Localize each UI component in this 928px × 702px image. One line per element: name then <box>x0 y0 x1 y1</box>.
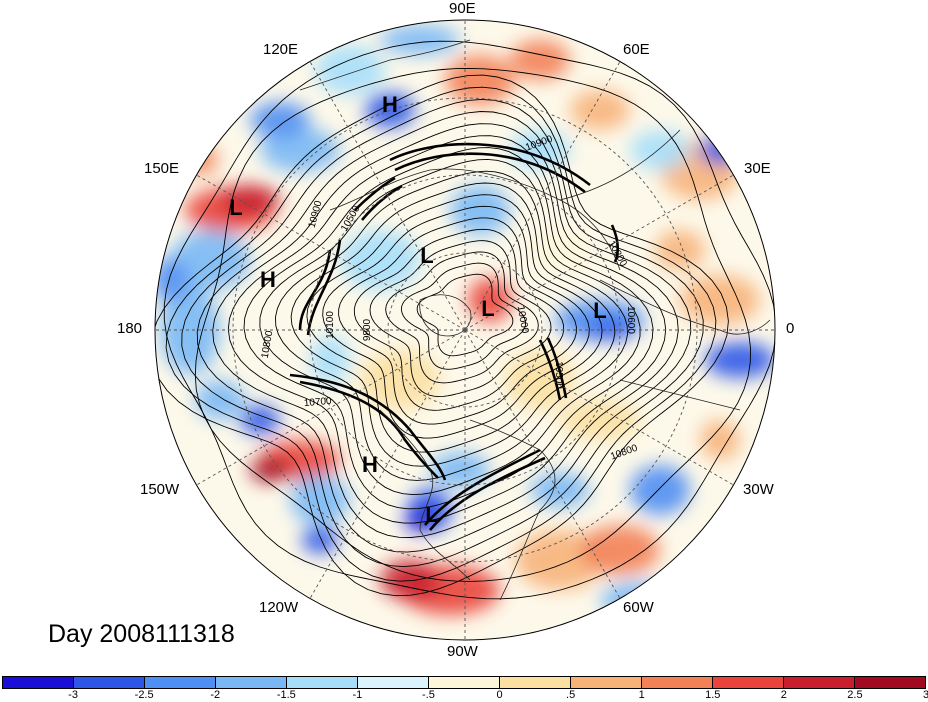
colorbar-tick-label: -2 <box>210 689 221 701</box>
colorbar-segment <box>145 677 216 688</box>
contour-value-label: 10600 <box>625 306 636 334</box>
colorbar-segment <box>429 677 500 688</box>
colorbar-segment <box>855 677 925 688</box>
map-boundary <box>154 19 776 641</box>
colorbar-tick-label: 0 <box>496 689 503 701</box>
height-contours <box>155 40 775 600</box>
contour-value-label: 10100 <box>325 311 336 339</box>
high-pressure-label: H <box>382 92 398 117</box>
colorbar-segment <box>500 677 571 688</box>
colorbar-tick-label: -1 <box>352 689 363 701</box>
colorbar-segment <box>287 677 358 688</box>
high-pressure-label: H <box>362 452 378 477</box>
colorbar-tick-label: 3 <box>922 689 928 701</box>
graticule <box>155 20 775 640</box>
colorbar-tick-label: 2 <box>780 689 787 701</box>
pressure-center-labels: H L H L L L H L <box>229 92 606 527</box>
colorbar-segment <box>74 677 145 688</box>
colorbar-segment <box>784 677 855 688</box>
low-pressure-label: L <box>425 502 438 527</box>
lon-label-90w: 90W <box>447 643 478 660</box>
colorbar-tick-label: -2.5 <box>134 689 154 701</box>
lon-label-150w: 150W <box>140 481 180 498</box>
high-pressure-label: H <box>260 267 276 292</box>
lon-label-0: 0 <box>786 320 795 337</box>
colorbar-segment <box>713 677 784 688</box>
lon-label-30w: 30W <box>743 481 774 498</box>
colorbar-tick-label: .5 <box>566 689 576 701</box>
colorbar-segment <box>571 677 642 688</box>
low-pressure-label: L <box>481 296 494 321</box>
colorbar-tick-label: -3 <box>68 689 78 701</box>
colorbar-tick-label: 2.5 <box>847 689 863 701</box>
colorbar <box>2 676 926 689</box>
colorbar-tick-label: -1.5 <box>276 689 296 701</box>
colorbar-segment <box>3 677 74 688</box>
lon-label-60w: 60W <box>623 599 654 616</box>
lon-label-120w: 120W <box>259 599 299 616</box>
contour-value-label: 9800 <box>362 318 373 341</box>
low-pressure-label: L <box>229 195 242 220</box>
lon-label-150e: 150E <box>144 160 180 177</box>
colorbar-tick-label: -.5 <box>422 689 435 701</box>
low-pressure-label: L <box>593 298 606 323</box>
colorbar-segment <box>642 677 713 688</box>
contour-value-label: 10800 <box>260 329 276 359</box>
lon-label-30e: 30E <box>744 160 771 177</box>
lon-label-90e: 90E <box>449 0 476 17</box>
colorbar-tick-label: 1.5 <box>705 689 721 701</box>
colorbar-segment <box>358 677 429 688</box>
contour-value-label: 10700 <box>303 396 332 409</box>
lon-label-60e: 60E <box>623 41 650 58</box>
map-title: Day 2008111318 <box>48 620 235 648</box>
colorbar-tick-label: 1 <box>638 689 645 701</box>
contour-value-label: 10500 <box>553 361 564 389</box>
low-pressure-label: L <box>420 243 433 268</box>
contour-value-label: 10000 <box>515 305 531 335</box>
lon-label-180: 180 <box>117 320 143 337</box>
colorbar-segment <box>216 677 287 688</box>
lon-label-120e: 120E <box>263 41 299 58</box>
